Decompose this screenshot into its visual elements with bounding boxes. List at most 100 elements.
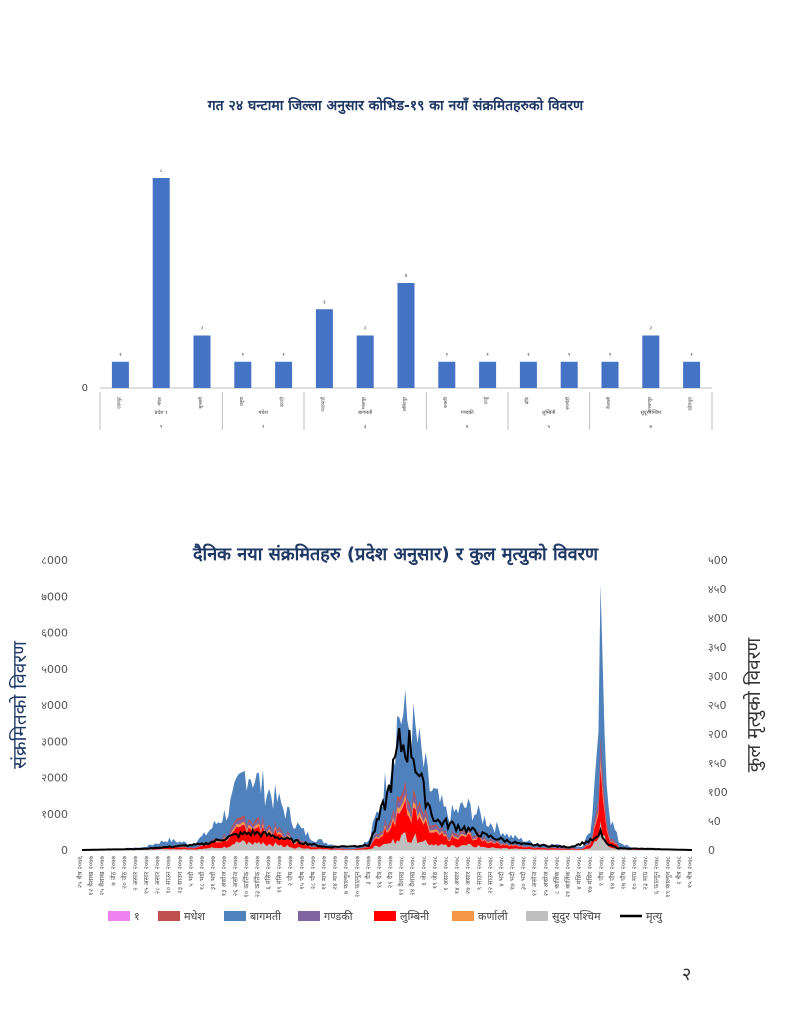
x-tick-label: २ असार २०७७	[131, 855, 139, 890]
legend-label-लुम्बिनी: लुम्बिनी	[400, 910, 429, 923]
bar-data-label: २	[649, 326, 652, 332]
x-tick-label: २८ पौष २०७७	[309, 855, 317, 889]
x-tick-label: १ पौष २०७८	[597, 855, 605, 886]
y2-tick-label: ४00	[708, 612, 728, 625]
y-tick-label: ६000	[41, 627, 68, 640]
x-tick-label: १० साउन २०७७	[165, 855, 173, 893]
area-कर्णाली	[82, 757, 692, 850]
bar-data-label: १	[568, 352, 571, 358]
x-tick-label: २३ माघ २०७८	[642, 855, 650, 889]
x-tick-label: १४ असार २०७८	[453, 855, 461, 894]
x-tick-label: मोरङ	[156, 397, 163, 406]
group-label: बागमती	[358, 409, 373, 416]
x-tick-label: १९ जेठ २०७८	[431, 855, 439, 889]
bar-कञ्चनपुर	[642, 335, 660, 388]
bar-data-label: १	[486, 352, 489, 358]
bar-सप्तरी	[275, 361, 293, 388]
y2-tick-label: १00	[708, 786, 728, 799]
bar-data-label: २	[364, 326, 367, 332]
bar-data-label: १	[241, 352, 244, 358]
group-label: गण्डकी	[461, 409, 475, 416]
x-tick-label: उदयपुर	[117, 397, 122, 409]
bar-data-label: १	[445, 352, 448, 358]
x-tick-label: २८ असार २०७७	[154, 855, 162, 894]
x-tick-label: २६ असोज २०७७	[231, 855, 239, 896]
y-tick-label: ७000	[41, 590, 68, 603]
bar-data-label: १	[527, 352, 530, 358]
y-tick-label: 0	[61, 844, 68, 857]
y2-tick-label: २00	[708, 728, 728, 741]
x-tick-label: ११ माघ २०७७	[320, 855, 328, 889]
x-tick-label: १० कार्तिक २०७७	[242, 855, 250, 897]
y-axis-title: संक्रमितको विवरण	[8, 641, 31, 769]
legend-label-१: १	[134, 910, 140, 923]
legend-swatch-सुदुर पश्चिम	[526, 911, 548, 921]
area-बागमती	[82, 584, 692, 850]
x-tick-label: डडेलधुरा	[687, 396, 694, 411]
y-tick-label: ८000	[41, 554, 68, 567]
x-tick-label: सुनसरी	[197, 396, 204, 408]
x-tick-label: १९ फाल्गुन २०७८	[664, 855, 672, 897]
x-tick-label: ७ फाल्गुन २०७७	[342, 855, 350, 894]
x-tick-label: २० फाल्गुन २०७७	[353, 855, 361, 897]
y-tick-label: ३000	[41, 735, 68, 748]
y2-tick-label: ५0	[708, 815, 721, 828]
y-tick-label: १000	[41, 808, 68, 821]
y-tick-label: 0	[82, 383, 88, 394]
legend-swatch-मधेश	[158, 911, 180, 921]
x-tick-label: २५ चैत्र २०७६	[76, 855, 84, 888]
x-tick-label: कैलाली	[605, 396, 612, 409]
x-tick-label: काठमाडौं	[319, 396, 326, 411]
legend-label-सुदुर पश्चिम: सुदुर पश्चिम	[552, 910, 601, 924]
x-tick-label: कास्की	[442, 396, 449, 408]
legend-swatch-गण्डकी	[298, 911, 320, 921]
x-tick-label: १३ असोज २०७७	[220, 855, 228, 896]
x-tick-label: १५ पौष २०७७	[298, 855, 306, 889]
legend-label-मृत्यु: मृत्यु	[646, 910, 663, 923]
page-number: २	[682, 964, 692, 985]
bar-data-label: ४	[405, 273, 408, 279]
x-tick-label: ३१ भदौ २०७७	[209, 855, 217, 890]
group-label: सुदूरपश्चिम	[641, 409, 663, 416]
x-tick-label: ८ कार्तिक २०७८	[553, 855, 561, 894]
x-tick-label: रुपन्देही	[564, 396, 571, 409]
legend-swatch-बागमती	[224, 911, 246, 921]
x-tick-label: २५ वैशाख २०७७	[98, 855, 106, 895]
x-tick-label: ६ फाल्गुन २०७८	[653, 855, 661, 894]
x-tick-label: ९ साउन २०७८	[475, 855, 483, 890]
x-tick-label: १८ भदौ २०७७	[198, 855, 206, 890]
bar-काठमाडौं	[315, 309, 333, 388]
bar-धनुषा	[234, 361, 252, 388]
bar-रुपन्देही	[560, 361, 578, 388]
x-tick-label: तनहुँ	[483, 396, 490, 405]
area-लुम्बिनी	[82, 768, 692, 850]
bar-भक्तपुर	[356, 335, 374, 388]
x-tick-label: ११ वैशाख २०७८	[398, 855, 406, 895]
x-tick-label: २१ कार्तिक २०७८	[564, 855, 572, 897]
district-bar-chart: 0 १ उदयपुर ८ मोरङ २ सुनसरी १ धनुषा १ सप्तरी ३ काठमाड…	[82, 168, 713, 430]
x-tick-label: ७ जेठ २०७७	[109, 855, 117, 885]
x-tick-label: १५ असार २०७७	[143, 855, 151, 894]
bar-उदयपुर	[111, 361, 129, 388]
bar-तनहुँ	[479, 361, 497, 388]
x-tick-label: ३० भदौ २०७८	[520, 855, 528, 890]
group-code-label: ४	[466, 424, 469, 430]
y2-tick-label: ५00	[708, 554, 728, 567]
y2-tick-label: 0	[708, 844, 715, 857]
group-code-label: २	[262, 424, 265, 430]
x-tick-label: २२ साउन २०७८	[486, 855, 494, 893]
x-tick-label: ५ भदौ २०७७	[187, 855, 195, 886]
x-tick-label: २० जेठ २०७७	[120, 855, 128, 889]
x-tick-label: ६ मंसिर २०७७	[265, 855, 273, 889]
x-tick-label: २७ पौष २०७८	[619, 855, 627, 889]
x-tick-label: बाँके	[523, 396, 530, 404]
bar-data-label: ३	[323, 299, 326, 305]
legend-label-मधेश: मधेश	[184, 910, 205, 923]
x-tick-label: ६ जेठ २०७८	[420, 855, 428, 885]
x-tick-label: १९ मंसिर २०७७	[276, 855, 284, 893]
group-label: मधेश	[258, 409, 268, 416]
x-tick-label: २९ चैत्र २०७७	[387, 855, 395, 888]
x-tick-label: १४ पौष २०७८	[608, 855, 616, 889]
x-tick-label: सप्तरी	[279, 396, 286, 407]
legend-label-गण्डकी: गण्डकी	[324, 910, 353, 923]
